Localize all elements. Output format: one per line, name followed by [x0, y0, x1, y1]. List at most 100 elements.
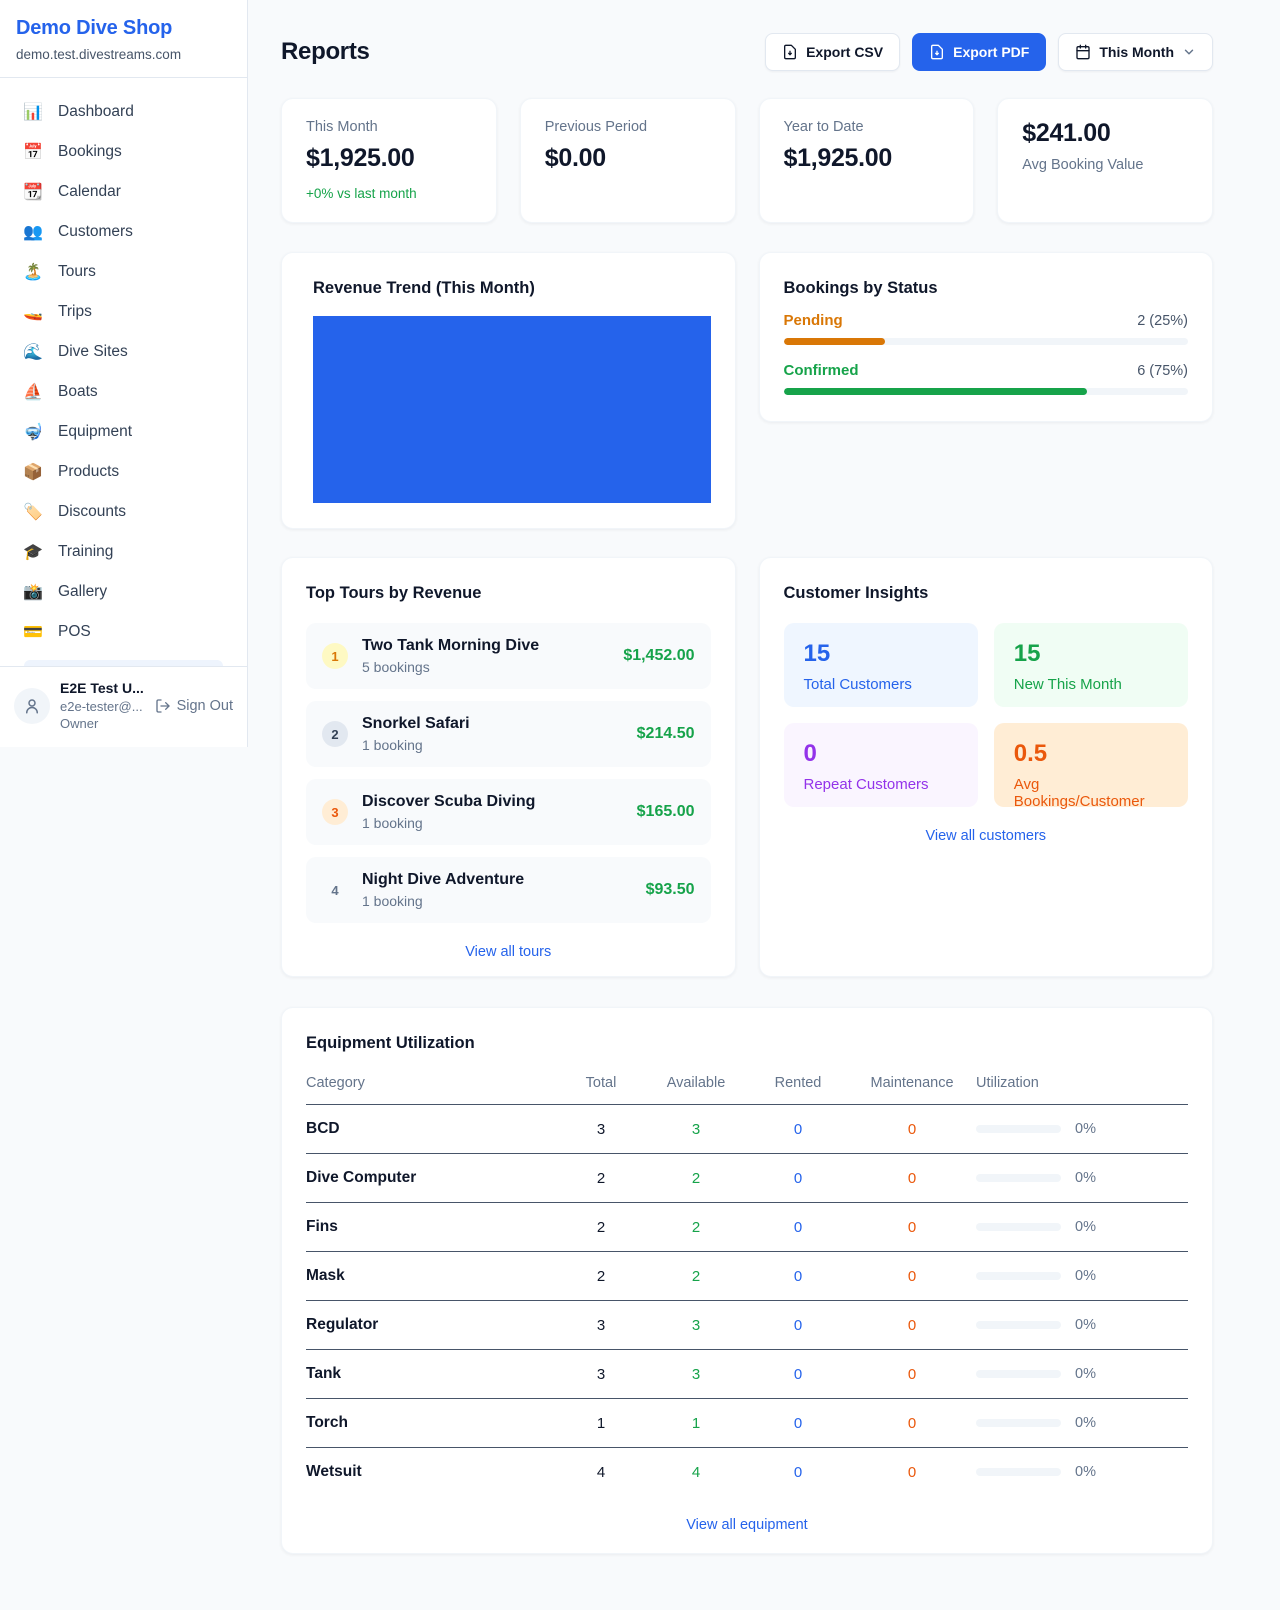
sidebar-item-equipment[interactable]: 🤿 Equipment [12, 412, 235, 452]
utilization-percent: 0% [1075, 1366, 1096, 1382]
sidebar-item-trips[interactable]: 🚤 Trips [12, 292, 235, 332]
stat-label: Previous Period [544, 119, 648, 135]
tour-list: 1 Two Tank Morning Dive 5 bookings $1,45… [306, 623, 711, 923]
sidebar-item-training[interactable]: 🎓 Training [12, 532, 235, 572]
cell-available: 3 [691, 1365, 701, 1383]
cell-category: Mask [306, 1267, 345, 1284]
calendar-icon: 📆 [23, 184, 43, 201]
stats-row: This Month $1,925.00 +0% vs last month P… [281, 98, 1213, 223]
chevron-down-icon [1184, 49, 1194, 55]
view-all-customers-link[interactable]: View all customers [925, 828, 1047, 844]
sidebar-item-bookings[interactable]: 📅 Bookings [12, 132, 235, 172]
tour-name: Two Tank Morning Dive [362, 637, 540, 654]
sidebar-item-products[interactable]: 📦 Products [12, 452, 235, 492]
avatar [14, 687, 50, 724]
calendar-icon [1076, 44, 1091, 60]
sidebar-item-label: Calendar [58, 183, 121, 200]
view-all-equipment-link[interactable]: View all equipment [686, 1517, 808, 1533]
sidebar-item-discounts[interactable]: 🏷️ Discounts [12, 492, 235, 532]
sign-out-button[interactable]: Sign Out [155, 698, 233, 714]
sidebar-item-label: Bookings [58, 143, 122, 160]
sidebar-item-boats[interactable]: ⛵ Boats [12, 372, 235, 412]
sidebar-item-label: Tours [58, 263, 96, 280]
status-bar-track [783, 388, 1188, 395]
export-pdf-label: Export PDF [953, 44, 1030, 60]
sidebar-item-label: Equipment [58, 423, 133, 440]
export-csv-label: Export CSV [806, 44, 884, 60]
gallery-icon: 📸 [23, 584, 43, 601]
tile-label: New This Month [1013, 676, 1122, 693]
utilization-percent: 0% [1075, 1268, 1096, 1284]
cell-utilization: 0% [976, 1268, 1188, 1284]
sidebar-item-label: Training [58, 543, 114, 560]
cell-total: 2 [596, 1169, 606, 1187]
tour-revenue: $214.50 [636, 725, 695, 742]
table-row: Tank 3 3 0 0 0% [306, 1350, 1188, 1399]
main-content: Reports Export CSV Export PDF This Month… [248, 0, 1280, 1554]
cell-maintenance: 0 [907, 1316, 917, 1334]
cell-total: 3 [596, 1120, 606, 1138]
table-body: BCD 3 3 0 0 0% Dive Computer 2 2 0 0 [306, 1105, 1188, 1496]
column-header-category: Category [306, 1075, 365, 1091]
tour-name: Night Dive Adventure [362, 871, 525, 888]
sidebar-item-gallery[interactable]: 📸 Gallery [12, 572, 235, 612]
sidebar-item-tours[interactable]: 🏝️ Tours [12, 252, 235, 292]
sidebar-item-calendar[interactable]: 📆 Calendar [12, 172, 235, 212]
cell-utilization: 0% [976, 1219, 1188, 1235]
tile-total-customers: 15 Total Customers [783, 623, 978, 707]
period-dropdown[interactable]: This Month [1058, 33, 1213, 71]
utilization-percent: 0% [1075, 1170, 1096, 1186]
cell-available: 3 [691, 1316, 701, 1334]
export-pdf-button[interactable]: Export PDF [912, 33, 1047, 71]
cell-maintenance: 0 [907, 1218, 917, 1236]
table-header-row: Category Total Available Rented Maintena… [306, 1075, 1188, 1105]
status-label: Confirmed [783, 362, 859, 379]
header-actions: Export CSV Export PDF This Month [765, 33, 1213, 71]
sidebar-item-active-partial[interactable] [24, 660, 223, 666]
products-icon: 📦 [23, 464, 43, 481]
utilization-bar-track [976, 1174, 1061, 1182]
page-title: Reports [281, 38, 370, 65]
cell-category: BCD [306, 1120, 340, 1137]
stat-value: $241.00 [1022, 119, 1111, 147]
page-header: Reports Export CSV Export PDF This Month [281, 33, 1213, 71]
cell-available: 4 [691, 1463, 701, 1481]
insights-row: Top Tours by Revenue 1 Two Tank Morning … [281, 557, 1213, 977]
export-csv-button[interactable]: Export CSV [765, 33, 901, 71]
cell-total: 3 [596, 1316, 606, 1334]
tour-bookings: 5 bookings [362, 659, 430, 675]
sidebar-item-label: Discounts [58, 503, 127, 520]
sign-out-label: Sign Out [176, 697, 233, 714]
user-meta: E2E Test U... e2e-tester@... Owner [60, 679, 144, 733]
cell-maintenance: 0 [907, 1169, 917, 1187]
column-header-utilization: Utilization [976, 1075, 1039, 1091]
bookings-icon: 📅 [23, 144, 43, 161]
utilization-bar-track [976, 1223, 1061, 1231]
cell-utilization: 0% [976, 1317, 1188, 1333]
tour-bookings: 1 booking [362, 815, 423, 831]
brand-name: Demo Dive Shop [16, 17, 173, 39]
cell-available: 2 [691, 1267, 701, 1285]
column-header-maintenance: Maintenance [870, 1075, 954, 1091]
revenue-trend-card: Revenue Trend (This Month) [281, 252, 736, 529]
sidebar-item-customers[interactable]: 👥 Customers [12, 212, 235, 252]
charts-row: Revenue Trend (This Month) Bookings by S… [281, 252, 1213, 529]
stat-label: Year to Date [783, 119, 864, 135]
sidebar-item-label: Gallery [58, 583, 108, 600]
pos-icon: 💳 [23, 624, 43, 641]
boats-icon: ⛵ [23, 384, 43, 401]
cell-utilization: 0% [976, 1121, 1188, 1137]
status-bar-fill [783, 388, 1087, 395]
cell-rented: 0 [793, 1463, 803, 1481]
cell-rented: 0 [793, 1218, 803, 1236]
sidebar-item-dashboard[interactable]: 📊 Dashboard [12, 92, 235, 132]
sidebar-item-pos[interactable]: 💳 POS [12, 612, 235, 652]
tile-avg-bookings-customer: 0.5 Avg Bookings/Customer [993, 723, 1188, 810]
revenue-trend-title: Revenue Trend (This Month) [313, 279, 535, 297]
tile-value: 15 [1013, 640, 1041, 667]
tile-value: 0.5 [1013, 740, 1048, 767]
stat-card-this-month: This Month $1,925.00 +0% vs last month [281, 98, 497, 223]
sidebar-item-dive-sites[interactable]: 🌊 Dive Sites [12, 332, 235, 372]
view-all-tours-link[interactable]: View all tours [465, 944, 552, 960]
rank-badge: 4 [331, 882, 339, 898]
